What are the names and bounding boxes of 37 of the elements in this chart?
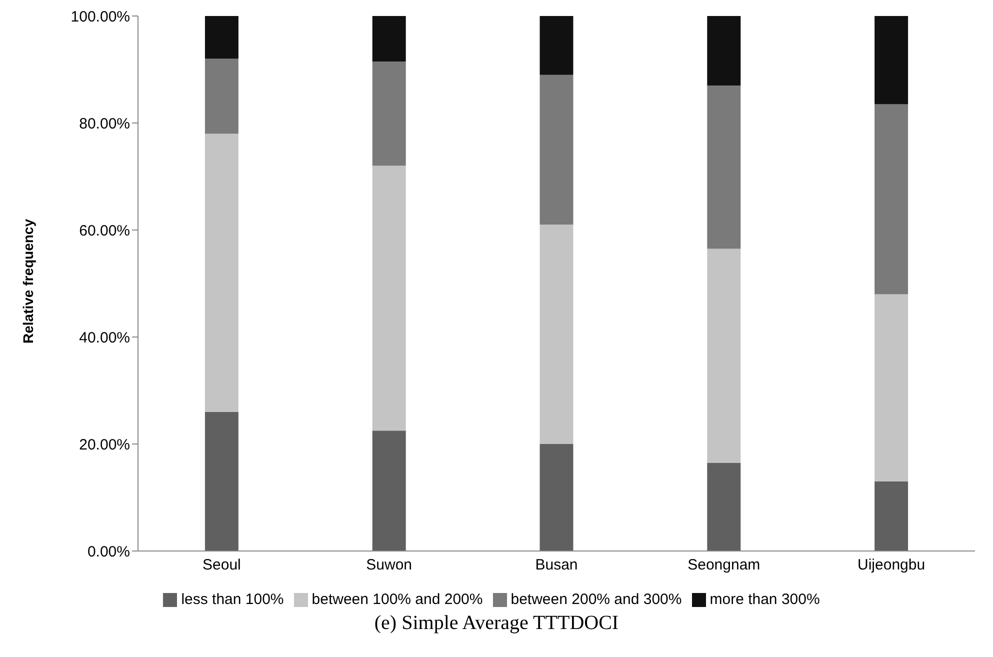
bar <box>874 16 908 104</box>
y-tick-label: 100.00% <box>70 8 130 26</box>
bar <box>372 16 406 62</box>
bar <box>540 224 574 444</box>
bar <box>707 16 741 86</box>
y-tick-label: 20.00% <box>79 436 130 454</box>
bar <box>372 430 406 551</box>
y-tick-label: 40.00% <box>79 329 130 346</box>
x-tick-label: Seoul <box>202 556 241 574</box>
bar <box>204 134 238 412</box>
bar <box>707 86 741 249</box>
legend-label: between 200% and 300% <box>510 591 682 608</box>
x-tick-label: Uijeongbu <box>858 556 926 574</box>
bar <box>707 462 741 551</box>
x-tick-label: Busan <box>535 556 578 574</box>
bar <box>372 166 406 431</box>
bar <box>204 58 238 134</box>
bar <box>540 16 574 75</box>
legend-label: less than 100% <box>181 591 284 608</box>
y-axis-title: Relative frequency <box>20 218 36 344</box>
bar <box>874 481 908 551</box>
y-tick-label: 60.00% <box>79 222 130 240</box>
bar <box>874 294 908 482</box>
legend-label: between 100% and 200% <box>312 591 483 608</box>
y-tick-label: 80.00% <box>79 115 130 132</box>
bar <box>372 61 406 166</box>
y-tick-label: 0.00% <box>87 543 130 560</box>
bar <box>540 74 574 225</box>
legend-label: more than 300% <box>710 591 820 608</box>
bar <box>204 412 238 551</box>
bar <box>874 104 908 294</box>
x-tick-label: Seongnam <box>688 556 760 574</box>
bar <box>540 444 574 551</box>
x-tick-label: Suwon <box>366 556 412 574</box>
bar <box>707 248 741 463</box>
text: (e) Simple Average TTTDOCI <box>373 612 620 635</box>
bar <box>204 16 238 59</box>
